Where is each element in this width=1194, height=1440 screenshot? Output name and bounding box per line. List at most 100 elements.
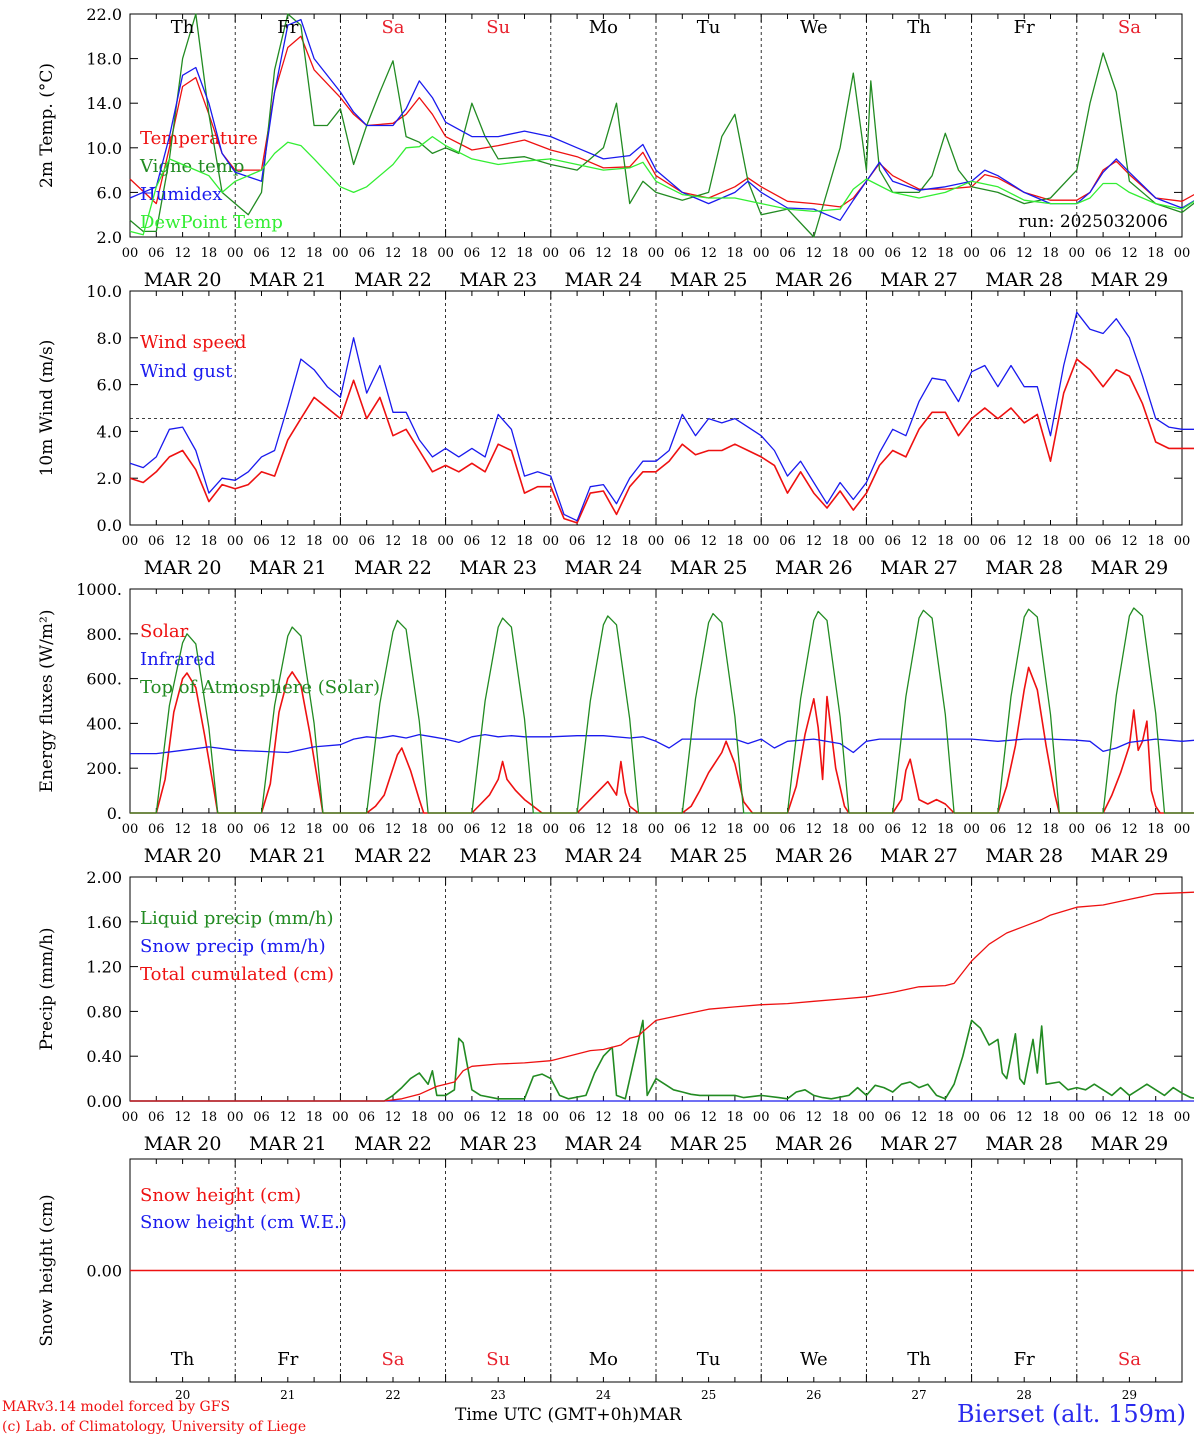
date-label: MAR 21 bbox=[249, 1133, 327, 1155]
date-label: MAR 22 bbox=[354, 269, 432, 291]
day-number-label: 25 bbox=[701, 1388, 716, 1402]
x-tick-label: 00 bbox=[437, 534, 454, 549]
day-number-label: 20 bbox=[175, 1388, 190, 1402]
x-tick-label: 18 bbox=[516, 246, 533, 261]
date-label: MAR 29 bbox=[1091, 845, 1169, 867]
x-tick-label: 06 bbox=[990, 1110, 1007, 1125]
date-label: MAR 25 bbox=[670, 845, 748, 867]
date-label: MAR 27 bbox=[880, 269, 958, 291]
date-label: MAR 22 bbox=[354, 1133, 432, 1155]
x-tick-label: 18 bbox=[1147, 534, 1164, 549]
x-tick-label: 00 bbox=[543, 822, 560, 837]
y-axis-label: Energy fluxes (W/m²) bbox=[37, 610, 57, 793]
x-tick-label: 00 bbox=[543, 534, 560, 549]
x-tick-label: 18 bbox=[621, 246, 638, 261]
legend-entry: Infrared bbox=[140, 649, 215, 670]
date-label: MAR 20 bbox=[144, 1133, 222, 1155]
date-label: MAR 21 bbox=[249, 557, 327, 579]
x-tick-label: 18 bbox=[727, 822, 744, 837]
panel-snow: 0.00 Snow height (cm) Snow height (cm) Snow… bbox=[37, 1158, 1194, 1383]
x-tick-label: 12 bbox=[911, 534, 928, 549]
y-tick-label: 2.0 bbox=[97, 228, 122, 247]
x-tick-label: 06 bbox=[674, 1110, 691, 1125]
x-tick-label: 18 bbox=[1042, 534, 1059, 549]
x-tick-label: 06 bbox=[253, 246, 270, 261]
x-tick-label: 06 bbox=[569, 534, 586, 549]
date-label: MAR 23 bbox=[459, 1133, 537, 1155]
x-tick-label: 06 bbox=[1095, 822, 1112, 837]
x-tick-label: 00 bbox=[963, 822, 980, 837]
date-label: MAR 21 bbox=[249, 845, 327, 867]
y-axis-label: 2m Temp. (°C) bbox=[37, 63, 57, 188]
date-label: MAR 28 bbox=[985, 269, 1063, 291]
x-tick-label: 12 bbox=[280, 1110, 297, 1125]
series-line-wind-gust bbox=[129, 311, 1194, 522]
x-tick-label: 18 bbox=[1147, 246, 1164, 261]
x-tick-label: 00 bbox=[1174, 534, 1191, 549]
x-tick-label: 00 bbox=[648, 822, 665, 837]
x-tick-label: 18 bbox=[832, 246, 849, 261]
x-tick-label: 18 bbox=[201, 822, 218, 837]
x-tick-label: 18 bbox=[411, 822, 428, 837]
x-tick-label: 00 bbox=[437, 246, 454, 261]
x-tick-label: 18 bbox=[201, 246, 218, 261]
date-label: MAR 20 bbox=[144, 845, 222, 867]
x-tick-label: 00 bbox=[1174, 822, 1191, 837]
date-label: MAR 23 bbox=[459, 557, 537, 579]
x-tick-label: 06 bbox=[148, 534, 165, 549]
date-label: MAR 26 bbox=[775, 845, 853, 867]
day-number-label: 27 bbox=[911, 1388, 926, 1402]
x-tick-label: 00 bbox=[1069, 1110, 1086, 1125]
date-label: MAR 28 bbox=[985, 557, 1063, 579]
weekday-label-top: Th bbox=[907, 17, 931, 38]
weekday-label-bottom: Mo bbox=[589, 1349, 618, 1370]
x-tick-label: 06 bbox=[990, 534, 1007, 549]
x-tick-label: 06 bbox=[674, 534, 691, 549]
date-label: MAR 24 bbox=[565, 269, 643, 291]
series-line-infrared bbox=[130, 733, 1194, 755]
x-tick-label: 00 bbox=[648, 1110, 665, 1125]
y-tick-label: 2.00 bbox=[86, 868, 122, 887]
x-tick-label: 18 bbox=[306, 246, 323, 261]
x-tick-label: 06 bbox=[990, 822, 1007, 837]
y-tick-label: 0.0 bbox=[97, 516, 122, 535]
x-tick-label: 06 bbox=[148, 822, 165, 837]
x-tick-label: 18 bbox=[937, 822, 954, 837]
x-tick-label: 00 bbox=[963, 246, 980, 261]
x-tick-label: 06 bbox=[148, 246, 165, 261]
x-tick-label: 12 bbox=[490, 534, 507, 549]
x-tick-label: 12 bbox=[280, 534, 297, 549]
x-tick-label: 06 bbox=[253, 534, 270, 549]
x-tick-label: 18 bbox=[832, 822, 849, 837]
x-tick-label: 12 bbox=[174, 534, 191, 549]
x-tick-label: 00 bbox=[1069, 534, 1086, 549]
x-tick-label: 18 bbox=[1042, 822, 1059, 837]
date-label: MAR 20 bbox=[144, 557, 222, 579]
x-tick-label: 12 bbox=[911, 1110, 928, 1125]
x-tick-label: 18 bbox=[306, 1110, 323, 1125]
weekday-label-top: Sa bbox=[381, 17, 404, 38]
date-label: MAR 21 bbox=[249, 269, 327, 291]
x-tick-label: 18 bbox=[306, 534, 323, 549]
legend-entry: Snow height (cm) bbox=[140, 1185, 301, 1206]
station-label: Bierset (alt. 159m) bbox=[957, 1400, 1186, 1428]
x-tick-label: 12 bbox=[174, 1110, 191, 1125]
x-tick-label: 18 bbox=[516, 534, 533, 549]
weekday-label-top: Tu bbox=[697, 17, 721, 38]
legend-entry: Snow height (cm W.E.) bbox=[140, 1212, 347, 1233]
weekday-label-top: Mo bbox=[589, 17, 618, 38]
x-tick-label: 12 bbox=[280, 246, 297, 261]
legend-entry: Temperature bbox=[140, 128, 258, 149]
x-tick-label: 06 bbox=[464, 246, 481, 261]
date-label: MAR 27 bbox=[880, 1133, 958, 1155]
x-tick-label: 12 bbox=[1121, 534, 1138, 549]
day-number-label: 22 bbox=[385, 1388, 400, 1402]
date-label: MAR 26 bbox=[775, 269, 853, 291]
x-tick-label: 06 bbox=[253, 1110, 270, 1125]
x-tick-label: 00 bbox=[227, 246, 244, 261]
date-label: MAR 24 bbox=[565, 557, 643, 579]
x-tick-label: 06 bbox=[1095, 534, 1112, 549]
x-tick-label: 00 bbox=[227, 534, 244, 549]
legend-entry: Total cumulated (cm) bbox=[140, 964, 334, 985]
